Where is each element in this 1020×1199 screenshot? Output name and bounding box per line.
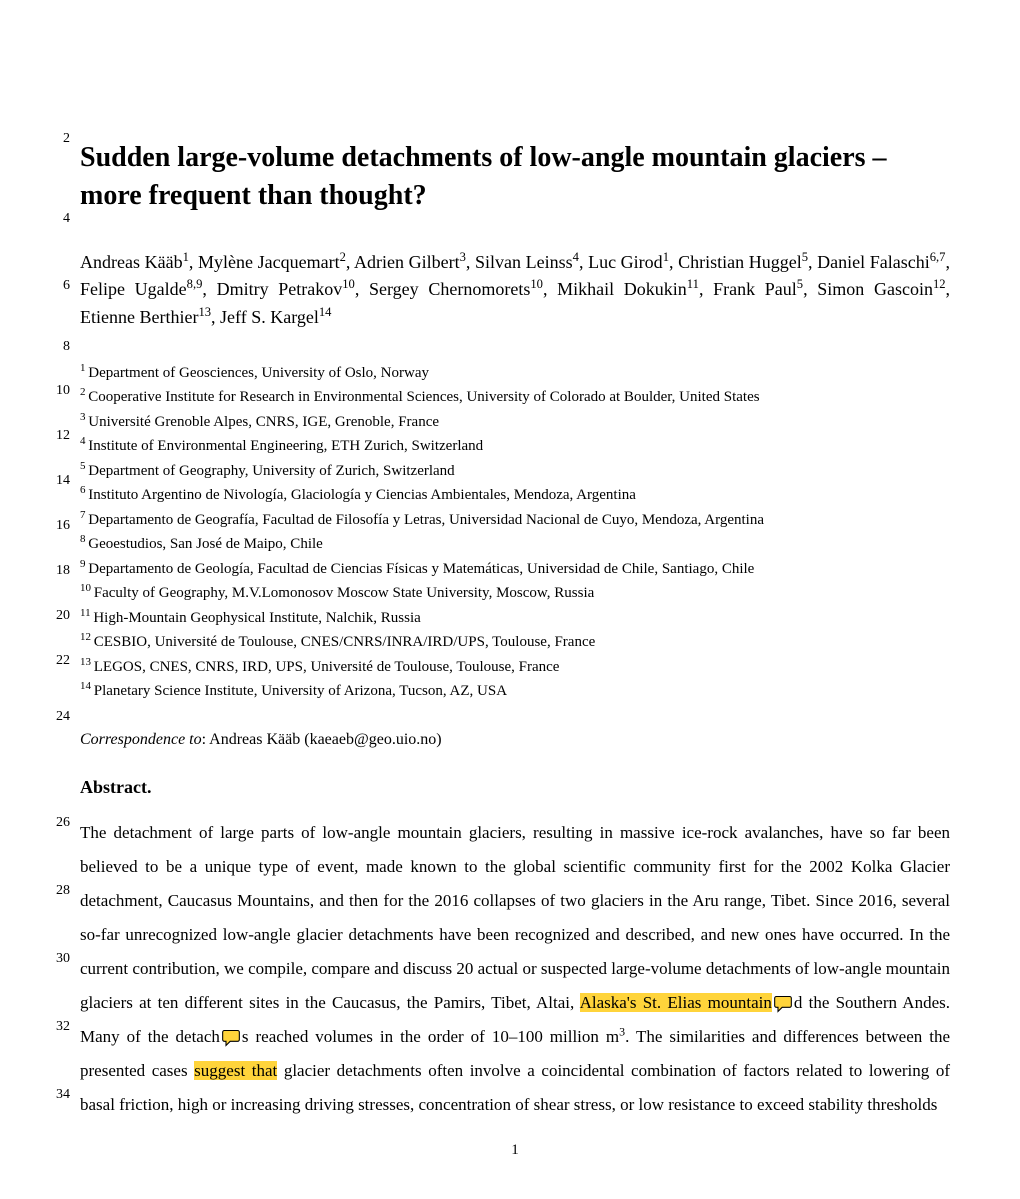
author-list: Andreas Kääb1, Mylène Jacquemart2, Adrie…: [80, 248, 950, 329]
affiliation: 14 Planetary Science Institute, Universi…: [80, 678, 950, 703]
highlight-1[interactable]: Alaska's St. Elias mountain: [580, 993, 772, 1012]
affiliation: 2 Cooperative Institute for Research in …: [80, 384, 950, 409]
line-number: 34: [48, 1087, 70, 1103]
line-number: 32: [48, 1019, 70, 1035]
affiliation: 13 LEGOS, CNES, CNRS, IRD, UPS, Universi…: [80, 654, 950, 679]
page-number: 1: [80, 1142, 950, 1159]
affiliation: 10 Faculty of Geography, M.V.Lomonosov M…: [80, 580, 950, 605]
line-number: 20: [48, 608, 70, 624]
line-number: 6: [48, 278, 70, 294]
correspondence-value: : Andreas Kääb (kaeaeb@geo.uio.no): [202, 731, 442, 748]
affiliation: 7 Departamento de Geografía, Facultad de…: [80, 507, 950, 532]
abstract-text: The detachment of large parts of low-ang…: [80, 823, 950, 1012]
affiliation: 5 Department of Geography, University of…: [80, 458, 950, 483]
line-number: 28: [48, 883, 70, 899]
affiliation: 12 CESBIO, Université de Toulouse, CNES/…: [80, 629, 950, 654]
paper-page: 2 4 6 8 10 12 14 16 18 20 22 24 26 28 30…: [0, 0, 1020, 1199]
affiliation: 8 Geoestudios, San José de Maipo, Chile: [80, 531, 950, 556]
abstract-body: The detachment of large parts of low-ang…: [80, 816, 950, 1122]
line-number: 26: [48, 815, 70, 831]
affiliation: 6 Instituto Argentino de Nivología, Glac…: [80, 482, 950, 507]
affiliation: 3 Université Grenoble Alpes, CNRS, IGE, …: [80, 409, 950, 434]
line-number: 12: [48, 428, 70, 444]
abstract-text: s reached volumes in the order of 10–100…: [242, 1027, 619, 1046]
line-number: 4: [48, 211, 70, 227]
line-number: 14: [48, 473, 70, 489]
correspondence: Correspondence to: Andreas Kääb (kaeaeb@…: [80, 731, 950, 749]
line-number: 8: [48, 339, 70, 355]
comment-icon[interactable]: [220, 1026, 242, 1046]
line-number: 16: [48, 518, 70, 534]
affiliation-list: 1 Department of Geosciences, University …: [80, 360, 950, 703]
correspondence-label: Correspondence to: [80, 731, 202, 748]
abstract-heading: Abstract.: [80, 777, 950, 798]
line-number: 2: [48, 131, 70, 147]
affiliation: 9 Departamento de Geología, Facultad de …: [80, 556, 950, 581]
line-number: 30: [48, 951, 70, 967]
line-number: 18: [48, 563, 70, 579]
line-number: 10: [48, 383, 70, 399]
line-number: 24: [48, 709, 70, 725]
affiliation: 4 Institute of Environmental Engineering…: [80, 433, 950, 458]
comment-icon[interactable]: [772, 992, 794, 1012]
affiliation: 11 High-Mountain Geophysical Institute, …: [80, 605, 950, 630]
highlight-2[interactable]: suggest that: [194, 1061, 277, 1080]
line-number: 22: [48, 653, 70, 669]
affiliation: 1 Department of Geosciences, University …: [80, 360, 950, 385]
paper-title: Sudden large-volume detachments of low-a…: [80, 139, 950, 215]
